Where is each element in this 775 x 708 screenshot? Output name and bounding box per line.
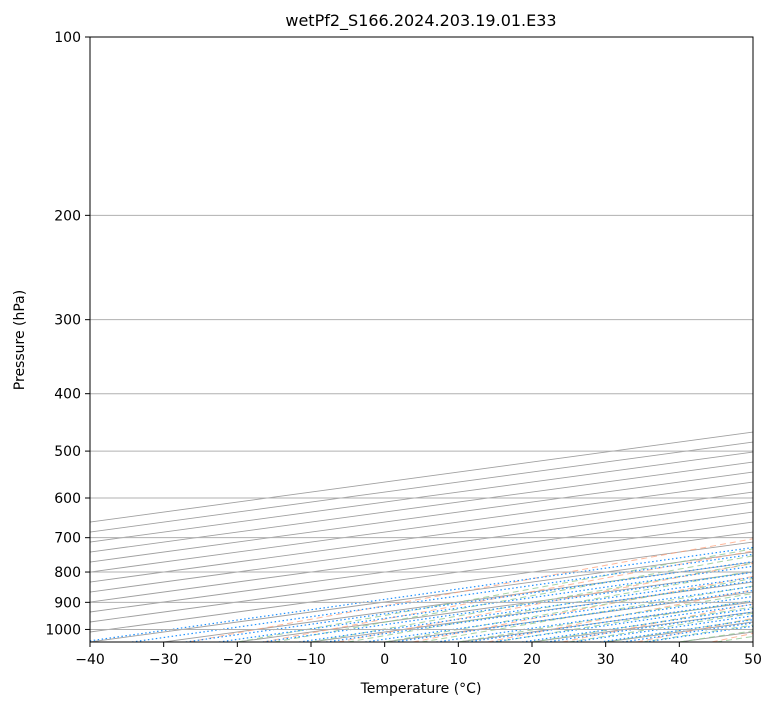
isotherm-line (90, 551, 753, 642)
y-tick-label: 100 (54, 30, 81, 46)
mixing-ratio-line (492, 603, 753, 642)
y-axis: 100 200 300 400 500 600 700 800 900 1000 (45, 30, 90, 638)
y-tick-label: 1000 (45, 622, 81, 638)
isotherm-line (384, 591, 753, 642)
mixing-ratio-line (394, 589, 753, 642)
x-tick-label: −10 (296, 652, 326, 668)
mixing-ratio-line (90, 546, 753, 642)
isotherm-line (90, 531, 753, 623)
moist-adiabat-line (310, 562, 753, 642)
x-tick-label: 10 (449, 652, 467, 668)
mixing-ratio-line (365, 585, 753, 642)
moist-adiabat-line (384, 577, 753, 642)
moist-adiabat-line (716, 635, 753, 642)
isotherm-line (90, 541, 753, 633)
y-tick-label: 800 (54, 565, 81, 581)
isotherm-line (310, 581, 753, 642)
mixing-ratio-line (326, 580, 753, 642)
x-tick-label: −20 (223, 652, 253, 668)
dry-adiabat-line (487, 589, 753, 642)
isotherm-line (90, 451, 753, 543)
dry-adiabat-line (263, 550, 753, 642)
x-tick-label: −30 (149, 652, 179, 668)
moist-adiabat-line (274, 555, 753, 642)
isotherm-line (90, 481, 753, 573)
moist-adiabat-line (568, 612, 753, 642)
isotherm-line (90, 491, 753, 583)
moist-adiabat-line (421, 585, 753, 642)
dry-adiabat-line (636, 617, 753, 642)
background-lines (90, 431, 753, 642)
moist-adiabat-line (642, 624, 753, 642)
moist-adiabat-line (531, 606, 753, 642)
isotherm-line (752, 641, 753, 642)
dry-adiabat-line (338, 562, 753, 642)
y-axis-title: Pressure (hPa) (12, 290, 28, 390)
pressure-grid (90, 37, 753, 630)
dry-adiabat-line (711, 632, 753, 642)
y-tick-label: 500 (54, 444, 81, 460)
moist-adiabat-line (347, 570, 753, 642)
y-tick-label: 700 (54, 531, 81, 547)
y-tick-label: 600 (54, 491, 81, 507)
y-tick-label: 300 (54, 313, 81, 329)
isotherm-line (90, 461, 753, 553)
plot-frame (89, 36, 754, 643)
isotherm-line (90, 511, 753, 603)
isotherm-line (90, 521, 753, 613)
y-tick-label: 200 (54, 208, 81, 224)
mixing-ratio-line (299, 576, 753, 642)
x-tick-label: 50 (744, 652, 762, 668)
isotherm-line (531, 611, 753, 642)
y-tick-label: 900 (54, 595, 81, 611)
dry-adiabat-line (562, 603, 753, 642)
chart-title: wetPf2_S166.2024.203.19.01.E33 (285, 11, 556, 31)
moist-adiabat-line (679, 630, 753, 642)
isotherm-line (90, 501, 753, 593)
x-tick-label: 30 (597, 652, 615, 668)
x-tick-label: 0 (380, 652, 389, 668)
y-tick-label: 400 (54, 387, 81, 403)
isotherm-line (679, 631, 753, 642)
x-axis: −40 −30 −20 −10 0 10 20 30 40 50 (75, 642, 762, 668)
x-axis-title: Temperature (°C) (360, 681, 482, 697)
mixing-ratio-line (546, 611, 753, 642)
isotherm-line (90, 471, 753, 563)
x-tick-label: 40 (670, 652, 688, 668)
x-tick-label: −40 (75, 652, 105, 668)
x-tick-label: 20 (523, 652, 541, 668)
